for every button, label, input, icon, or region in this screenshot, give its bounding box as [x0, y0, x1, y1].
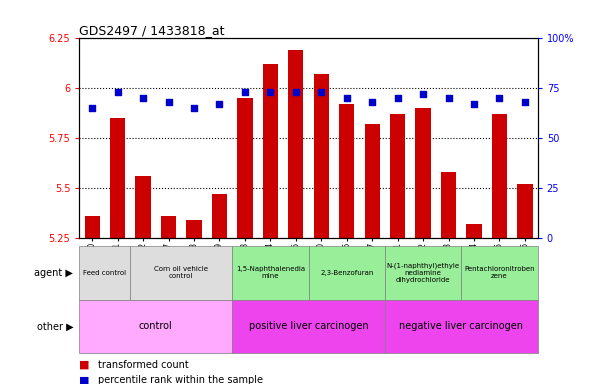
- Text: ■: ■: [79, 360, 90, 370]
- Text: N-(1-naphthyl)ethyle
nediamine
dihydrochloride: N-(1-naphthyl)ethyle nediamine dihydroch…: [387, 262, 459, 283]
- Bar: [84, 216, 100, 238]
- Text: agent ▶: agent ▶: [34, 268, 73, 278]
- Bar: [288, 50, 304, 238]
- Point: [316, 89, 326, 95]
- Bar: [79, 246, 130, 300]
- Point: [112, 89, 122, 95]
- Bar: [79, 300, 232, 353]
- Point: [367, 99, 377, 105]
- Bar: [415, 108, 431, 238]
- Bar: [232, 300, 385, 353]
- Bar: [492, 114, 507, 238]
- Point: [495, 95, 505, 101]
- Bar: [339, 104, 354, 238]
- Point: [469, 101, 479, 108]
- Point: [189, 105, 199, 111]
- Bar: [186, 220, 202, 238]
- Bar: [136, 176, 151, 238]
- Bar: [232, 246, 309, 300]
- Point: [291, 89, 301, 95]
- Bar: [385, 300, 538, 353]
- Bar: [263, 65, 278, 238]
- Point: [265, 89, 275, 95]
- Bar: [212, 194, 227, 238]
- Text: control: control: [139, 321, 173, 331]
- Point: [520, 99, 530, 105]
- Point: [393, 95, 403, 101]
- Bar: [466, 224, 481, 238]
- Point: [342, 95, 351, 101]
- Text: GDS2497 / 1433818_at: GDS2497 / 1433818_at: [79, 24, 225, 37]
- Text: positive liver carcinogen: positive liver carcinogen: [249, 321, 368, 331]
- Bar: [518, 184, 533, 238]
- Text: percentile rank within the sample: percentile rank within the sample: [98, 375, 263, 384]
- Bar: [309, 246, 385, 300]
- Bar: [130, 246, 232, 300]
- Text: 1,5-Naphthalenedia
mine: 1,5-Naphthalenedia mine: [236, 266, 305, 279]
- Bar: [365, 124, 380, 238]
- Bar: [110, 118, 125, 238]
- Bar: [390, 114, 405, 238]
- Bar: [313, 74, 329, 238]
- Text: Pentachloronitroben
zene: Pentachloronitroben zene: [464, 266, 535, 279]
- Bar: [161, 216, 176, 238]
- Point: [87, 105, 97, 111]
- Point: [240, 89, 250, 95]
- Bar: [441, 172, 456, 238]
- Text: transformed count: transformed count: [98, 360, 189, 370]
- Text: other ▶: other ▶: [37, 321, 73, 331]
- Text: Corn oil vehicle
control: Corn oil vehicle control: [154, 266, 208, 279]
- Text: negative liver carcinogen: negative liver carcinogen: [400, 321, 523, 331]
- Bar: [237, 98, 252, 238]
- Point: [418, 91, 428, 98]
- Text: Feed control: Feed control: [83, 270, 126, 276]
- Bar: [461, 246, 538, 300]
- Point: [214, 101, 224, 108]
- Point: [164, 99, 174, 105]
- Text: ■: ■: [79, 375, 90, 384]
- Text: 2,3-Benzofuran: 2,3-Benzofuran: [320, 270, 373, 276]
- Point: [444, 95, 453, 101]
- Point: [138, 95, 148, 101]
- Bar: [385, 246, 461, 300]
